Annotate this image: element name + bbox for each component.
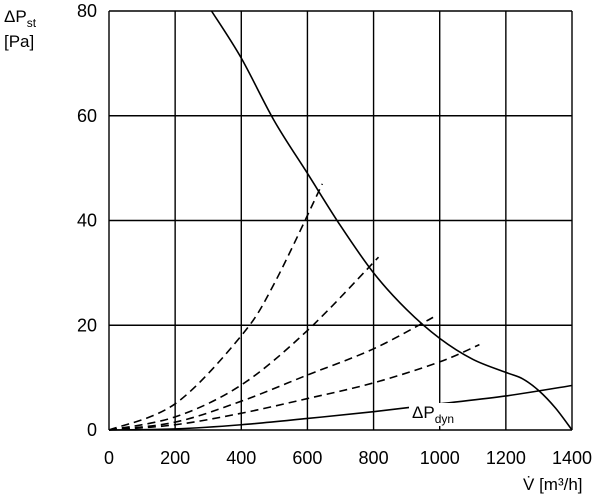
- x-tick-label: 1000: [420, 448, 460, 468]
- chart-grid: [108, 10, 573, 431]
- series-line-dyn-pressure: [108, 384, 573, 431]
- series-line-dashed-2: [108, 256, 380, 431]
- series-line-dashed-4: [108, 343, 480, 431]
- y-tick-label: 20: [77, 315, 97, 335]
- y-axis-unit: [Pa]: [4, 32, 34, 51]
- x-tick-label: 0: [104, 448, 114, 468]
- x-tick-label: 1200: [486, 448, 526, 468]
- y-tick-label: 80: [77, 1, 97, 21]
- dyn-pressure-label: ΔPdyn: [412, 403, 454, 426]
- series-line-dashed-3: [108, 316, 434, 431]
- x-tick-label: 800: [359, 448, 389, 468]
- series-line-dashed-1: [108, 183, 324, 431]
- x-axis-title: V̇ [m³/h]: [523, 475, 583, 494]
- y-axis-title: ΔPst: [4, 7, 37, 30]
- x-tick-label: 1400: [552, 448, 592, 468]
- y-tick-label: 0: [87, 420, 97, 440]
- x-tick-label: 600: [292, 448, 322, 468]
- dyn-pressure-label-background: [409, 403, 458, 426]
- tick-labels: 0 200 400 600 800 1000 1200 1400 0 20 40 60 80: [77, 1, 592, 468]
- x-tick-label: 400: [226, 448, 256, 468]
- x-tick-label: 200: [160, 448, 190, 468]
- chart-series: [108, 10, 573, 431]
- y-tick-label: 40: [77, 211, 97, 231]
- y-tick-label: 60: [77, 106, 97, 126]
